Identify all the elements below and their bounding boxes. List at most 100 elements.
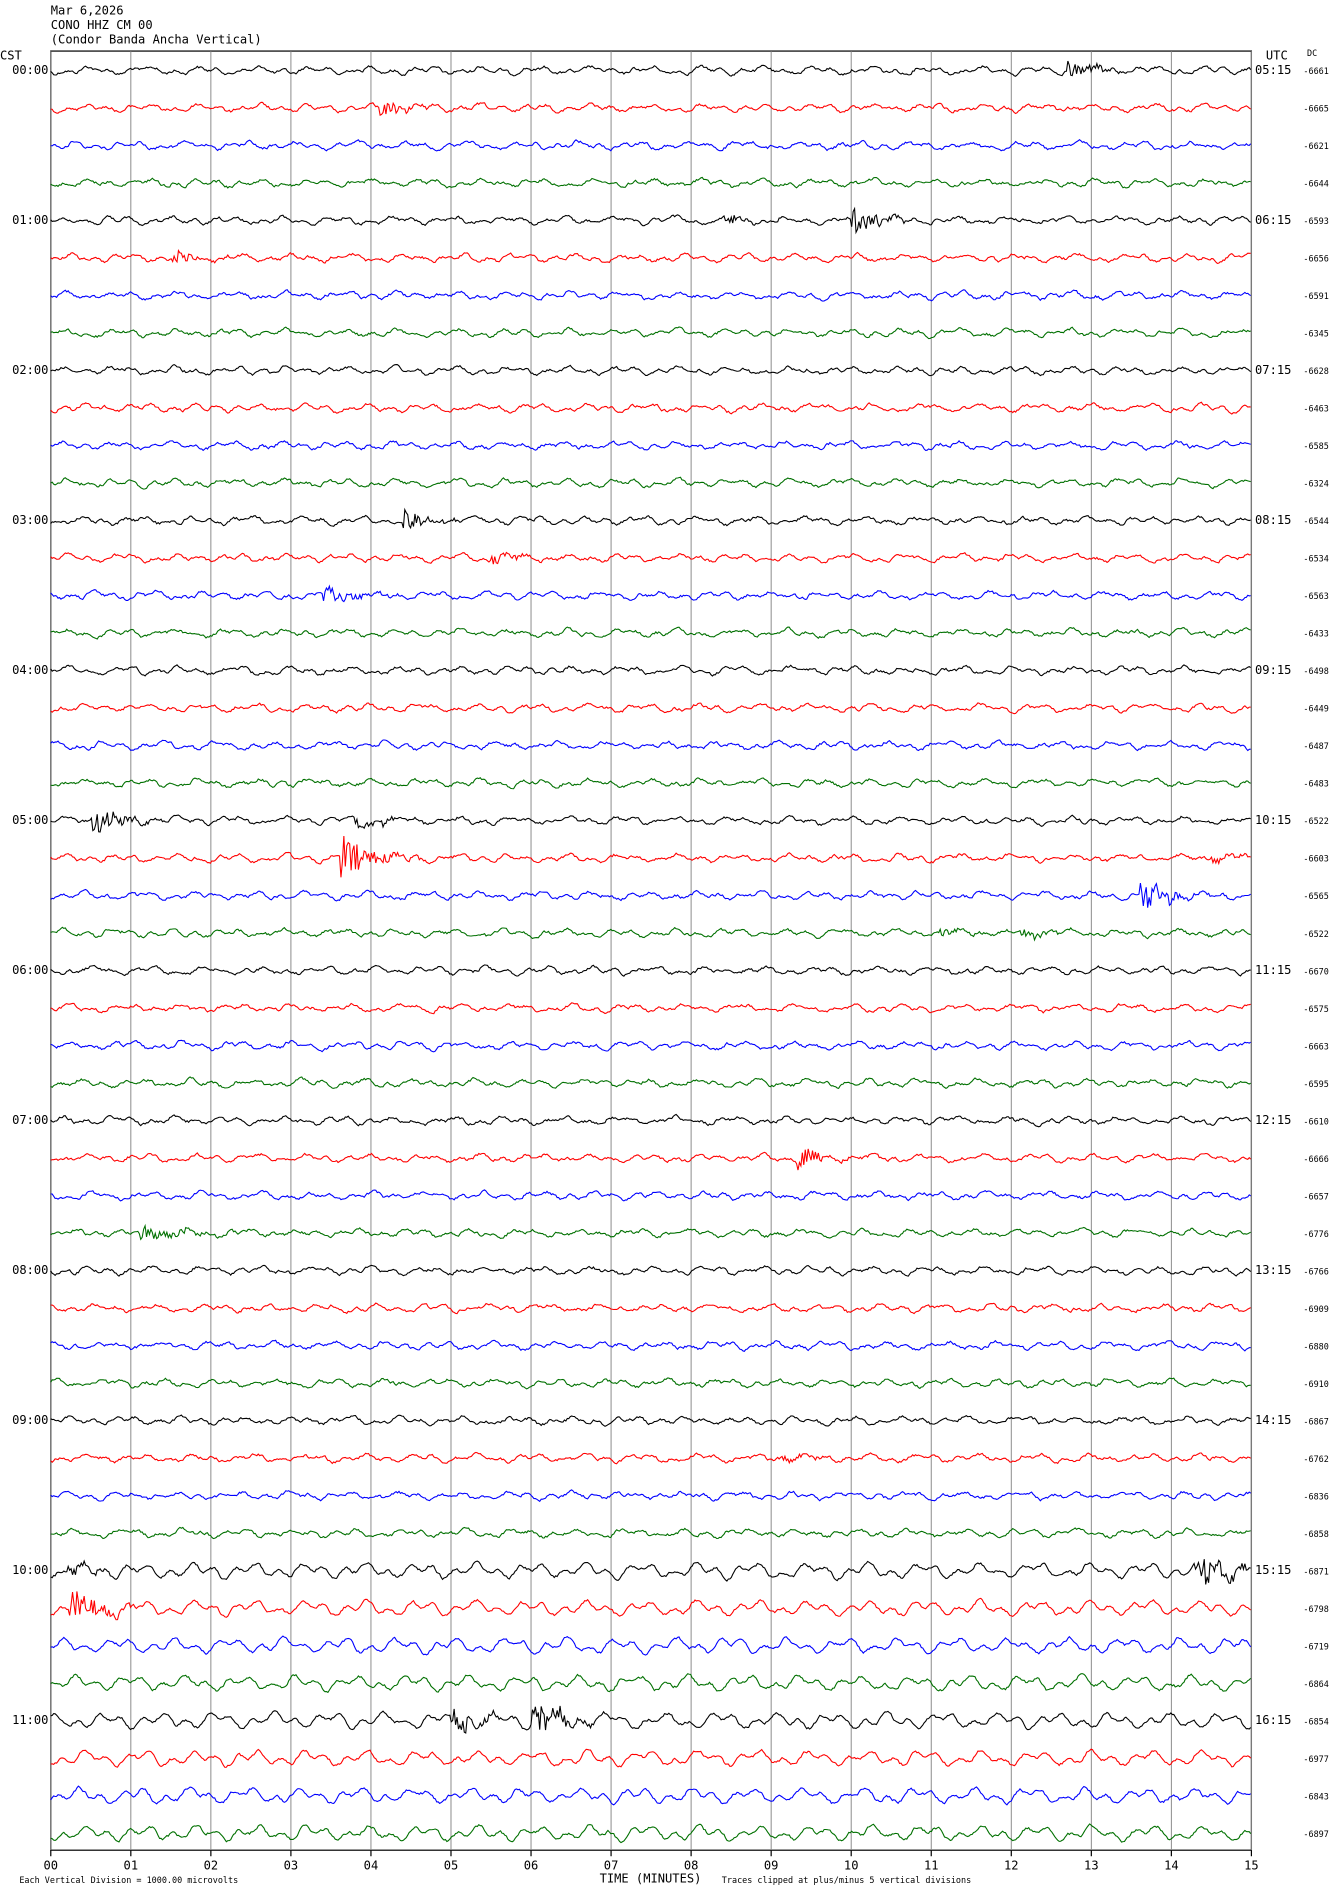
dc-offset: -6483 bbox=[1303, 779, 1328, 789]
dc-offset: -6621 bbox=[1303, 141, 1328, 151]
local-time-label: 09:00 bbox=[12, 1413, 48, 1427]
trace bbox=[50, 664, 1251, 677]
dc-offset: -6595 bbox=[1303, 1079, 1328, 1089]
x-axis-title: TIME (MINUTES) bbox=[600, 1872, 702, 1886]
x-tick-label: 06 bbox=[524, 1858, 539, 1872]
dc-offset: -6977 bbox=[1303, 1754, 1328, 1764]
utc-time-label: 15:15 bbox=[1255, 1563, 1291, 1577]
dc-offset: -6585 bbox=[1303, 441, 1328, 451]
trace bbox=[50, 584, 1251, 603]
dc-offset: -6719 bbox=[1303, 1641, 1328, 1651]
trace bbox=[50, 248, 1251, 264]
trace bbox=[50, 1039, 1251, 1053]
dc-offset: -6670 bbox=[1303, 966, 1328, 976]
local-time-label: 11:00 bbox=[12, 1713, 48, 1727]
dc-offset: -6854 bbox=[1303, 1716, 1328, 1726]
trace bbox=[50, 206, 1251, 235]
dc-offset: -6880 bbox=[1303, 1341, 1328, 1351]
x-tick-label: 11 bbox=[924, 1858, 939, 1872]
utc-time-label: 09:15 bbox=[1255, 663, 1291, 677]
x-tick-label: 14 bbox=[1164, 1858, 1179, 1872]
dc-offset: -6864 bbox=[1303, 1679, 1328, 1689]
trace bbox=[50, 101, 1252, 116]
x-tick-label: 03 bbox=[284, 1858, 299, 1872]
utc-time-label: 08:15 bbox=[1255, 513, 1291, 527]
trace bbox=[50, 1264, 1252, 1277]
x-tick-label: 10 bbox=[844, 1858, 859, 1872]
utc-time-label: 05:15 bbox=[1255, 63, 1291, 77]
left-axis-label: CST bbox=[0, 48, 22, 62]
trace bbox=[50, 1526, 1251, 1540]
trace bbox=[50, 1377, 1251, 1390]
clip-note: Traces clipped at plus/minus 5 vertical … bbox=[722, 1875, 971, 1885]
trace bbox=[50, 507, 1251, 530]
dc-offset: -6644 bbox=[1303, 179, 1328, 189]
trace bbox=[50, 1489, 1252, 1503]
dc-offset: -6871 bbox=[1303, 1566, 1328, 1576]
dc-offset: -6522 bbox=[1303, 816, 1328, 826]
utc-time-label: 14:15 bbox=[1255, 1413, 1291, 1427]
local-time-label: 00:00 bbox=[12, 63, 48, 77]
utc-time-label: 13:15 bbox=[1255, 1263, 1291, 1277]
dc-offset: -6666 bbox=[1303, 1154, 1328, 1164]
trace bbox=[50, 440, 1251, 452]
dc-offset: -6867 bbox=[1303, 1416, 1328, 1426]
x-tick-label: 01 bbox=[124, 1858, 139, 1872]
trace bbox=[50, 176, 1251, 189]
utc-time-label: 12:15 bbox=[1255, 1113, 1291, 1127]
trace bbox=[50, 626, 1251, 640]
local-time-label: 07:00 bbox=[12, 1113, 48, 1127]
x-tick-label: 04 bbox=[364, 1858, 379, 1872]
trace bbox=[50, 702, 1251, 715]
dc-offset: -6766 bbox=[1303, 1266, 1328, 1276]
dc-offset: -6449 bbox=[1303, 704, 1328, 714]
dc-offset: -6487 bbox=[1303, 741, 1328, 751]
trace bbox=[50, 1591, 1251, 1621]
local-time-label: 08:00 bbox=[12, 1263, 48, 1277]
trace bbox=[50, 739, 1251, 752]
header-line: (Condor Banda Ancha Vertical) bbox=[51, 33, 262, 47]
trace bbox=[50, 1748, 1252, 1768]
trace bbox=[50, 1705, 1252, 1734]
trace bbox=[50, 1148, 1252, 1171]
dc-offset: -6603 bbox=[1303, 854, 1328, 864]
utc-time-label: 10:15 bbox=[1255, 813, 1291, 827]
x-tick-label: 00 bbox=[44, 1858, 59, 1872]
trace bbox=[50, 1414, 1251, 1427]
dc-offset: -6628 bbox=[1303, 366, 1328, 376]
header-line: Mar 6,2026 bbox=[51, 4, 124, 18]
dc-offset: -6345 bbox=[1303, 329, 1328, 339]
dc-label: DC bbox=[1307, 48, 1317, 58]
dc-offset: -6593 bbox=[1303, 216, 1328, 226]
utc-time-label: 11:15 bbox=[1255, 963, 1291, 977]
trace bbox=[50, 1559, 1251, 1585]
trace bbox=[50, 138, 1252, 152]
trace bbox=[50, 1113, 1252, 1128]
dc-offset: -6591 bbox=[1303, 291, 1328, 301]
utc-time-label: 06:15 bbox=[1255, 213, 1291, 227]
right-axis-label: UTC bbox=[1266, 48, 1288, 62]
trace bbox=[50, 1223, 1251, 1241]
trace bbox=[50, 811, 1251, 833]
trace bbox=[50, 1673, 1252, 1694]
x-tick-label: 09 bbox=[764, 1858, 779, 1872]
x-tick-label: 13 bbox=[1084, 1858, 1099, 1872]
dc-offset: -6665 bbox=[1303, 104, 1328, 114]
dc-offset: -6909 bbox=[1303, 1304, 1328, 1314]
dc-offset: -6836 bbox=[1303, 1491, 1328, 1501]
local-time-label: 06:00 bbox=[12, 963, 48, 977]
dc-offset: -6776 bbox=[1303, 1229, 1328, 1239]
dc-offset: -6565 bbox=[1303, 891, 1328, 901]
dc-offset: -6433 bbox=[1303, 629, 1328, 639]
trace bbox=[50, 1339, 1251, 1352]
trace bbox=[50, 926, 1251, 942]
dc-offset: -6762 bbox=[1303, 1454, 1328, 1464]
trace bbox=[50, 476, 1251, 490]
dc-offset: -6610 bbox=[1303, 1116, 1328, 1126]
x-tick-label: 15 bbox=[1244, 1858, 1259, 1872]
trace bbox=[50, 1823, 1252, 1844]
utc-time-label: 16:15 bbox=[1255, 1713, 1291, 1727]
utc-time-label: 07:15 bbox=[1255, 363, 1291, 377]
x-tick-label: 05 bbox=[444, 1858, 459, 1872]
